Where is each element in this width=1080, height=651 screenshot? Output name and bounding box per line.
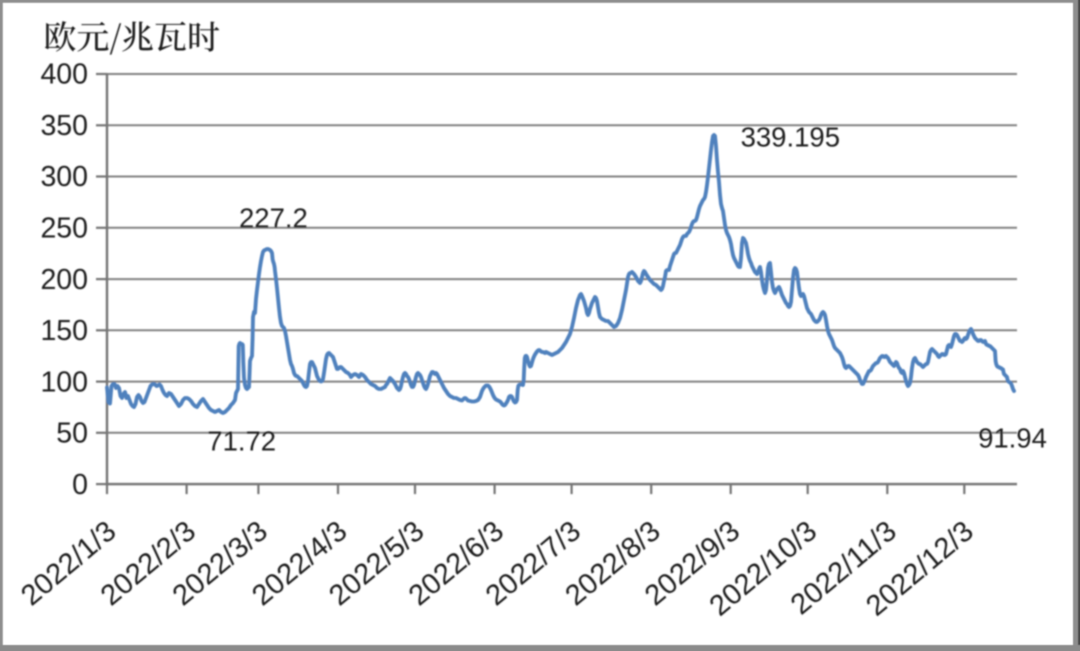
svg-text:400: 400 [40, 59, 88, 91]
svg-text:300: 300 [40, 161, 88, 193]
svg-text:100: 100 [40, 366, 88, 398]
svg-text:339.195: 339.195 [741, 122, 840, 153]
svg-text:0: 0 [72, 469, 88, 501]
svg-text:227.2: 227.2 [239, 202, 308, 233]
svg-text:150: 150 [40, 315, 88, 347]
svg-text:50: 50 [56, 418, 88, 450]
svg-text:200: 200 [40, 264, 88, 296]
svg-text:250: 250 [40, 213, 88, 245]
svg-text:91.94: 91.94 [978, 423, 1047, 454]
svg-text:71.72: 71.72 [207, 425, 276, 456]
svg-text:350: 350 [40, 110, 88, 142]
